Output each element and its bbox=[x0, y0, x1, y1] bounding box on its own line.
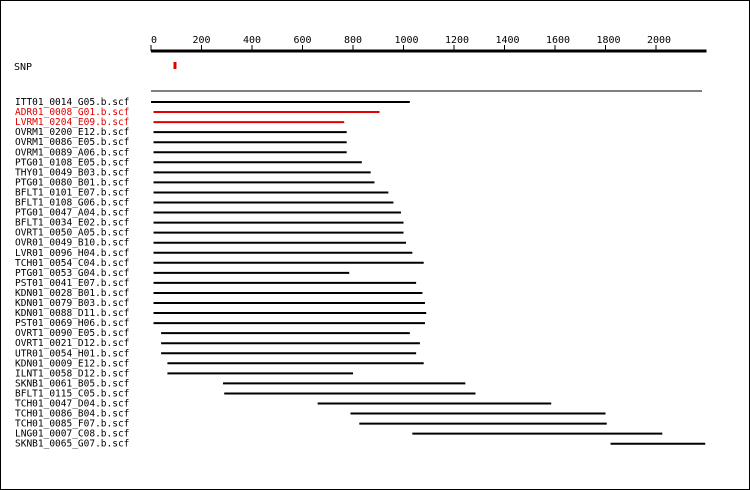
read-label: TCH01_0054_C04.b.scf bbox=[15, 258, 129, 269]
snp-label: SNP bbox=[14, 62, 32, 73]
axis-tick-label: 200 bbox=[193, 35, 211, 46]
read-label: BFLT1_0115_C05.b.scf bbox=[15, 388, 129, 399]
snp-track: SNP bbox=[14, 62, 177, 73]
read-label: PTG01_0108_E05.b.scf bbox=[15, 157, 129, 168]
read-label: KDN01_0079_B03.b.scf bbox=[15, 298, 129, 309]
read-label: UTR01_0054_H01.b.scf bbox=[15, 348, 129, 359]
axis-tick-label: 800 bbox=[344, 35, 362, 46]
read-alignments: ITT01_0014_G05.b.scfADR01_0008_G01.b.scf… bbox=[15, 97, 706, 450]
axis-tick-label: 1400 bbox=[496, 35, 520, 46]
read-label: PTG01_0047_A04.b.scf bbox=[15, 208, 129, 219]
read-label: OVRM1_0200_E12.b.scf bbox=[15, 127, 129, 138]
axis-tick-label: 1600 bbox=[546, 35, 570, 46]
axis-tick-label: 1200 bbox=[445, 35, 469, 46]
read-label: OVRM1_0089_A06.b.scf bbox=[15, 147, 129, 158]
read-label: PST01_0069_H06.b.scf bbox=[15, 318, 129, 329]
read-label: KDN01_0088_D11.b.scf bbox=[15, 308, 129, 319]
read-label: TCH01_0086_B04.b.scf bbox=[15, 409, 129, 420]
read-label: PST01_0041_E07.b.scf bbox=[15, 278, 129, 289]
ruler-axis: 0 200 400 600 800 1000 1200 1400 1600 1800 2000 bbox=[150, 35, 707, 53]
read-label: OVR01_0049_B10.b.scf bbox=[15, 238, 129, 249]
read-label: LNG01_0007_C08.b.scf bbox=[15, 429, 129, 440]
axis-tick-label: 1800 bbox=[597, 35, 621, 46]
read-label: KDN01_0028_B01.b.scf bbox=[15, 288, 129, 299]
read-label: KDN01_0009_E12.b.scf bbox=[15, 358, 129, 369]
snp-marker bbox=[173, 62, 177, 69]
read-label: ITT01_0014_G05.b.scf bbox=[15, 97, 129, 108]
read-label: OVRT1_0090_E05.b.scf bbox=[15, 328, 129, 339]
read-label: PTG01_0053_G04.b.scf bbox=[15, 268, 129, 279]
read-label: ILNT1_0058_D12.b.scf bbox=[15, 368, 129, 379]
read-label: BFLT1_0108_G06.b.scf bbox=[15, 198, 129, 209]
read-label: OVRT1_0050_A05.b.scf bbox=[15, 228, 129, 239]
read-label: BFLT1_0101_E07.b.scf bbox=[15, 187, 129, 198]
axis-tick-label: 400 bbox=[243, 35, 261, 46]
axis-tick-label: 600 bbox=[294, 35, 312, 46]
read-label: SKNB1_0061_B05.b.scf bbox=[15, 378, 129, 389]
read-label: TCH01_0085_F07.b.scf bbox=[15, 419, 129, 430]
read-label: LVRM1_0204_E09.b.scf bbox=[15, 117, 129, 128]
read-label: ADR01_0008_G01.b.scf bbox=[15, 107, 129, 118]
read-label: LVR01_0096_H04.b.scf bbox=[15, 248, 129, 259]
read-label: PTG01_0080_B01.b.scf bbox=[15, 177, 129, 188]
axis-tick-label: 2000 bbox=[647, 35, 671, 46]
axis-tick-label: 0 bbox=[151, 35, 157, 46]
read-label: BFLT1_0034_E02.b.scf bbox=[15, 218, 129, 229]
read-label: OVRM1_0086_E05.b.scf bbox=[15, 137, 129, 148]
read-label: THY01_0049_B03.b.scf bbox=[15, 167, 129, 178]
read-label: TCH01_0047_D04.b.scf bbox=[15, 399, 129, 410]
axis-tick-label: 1000 bbox=[395, 35, 419, 46]
read-label: OVRT1_0021_D12.b.scf bbox=[15, 338, 129, 349]
read-label: SKNB1_0065_G07.b.scf bbox=[15, 439, 129, 450]
